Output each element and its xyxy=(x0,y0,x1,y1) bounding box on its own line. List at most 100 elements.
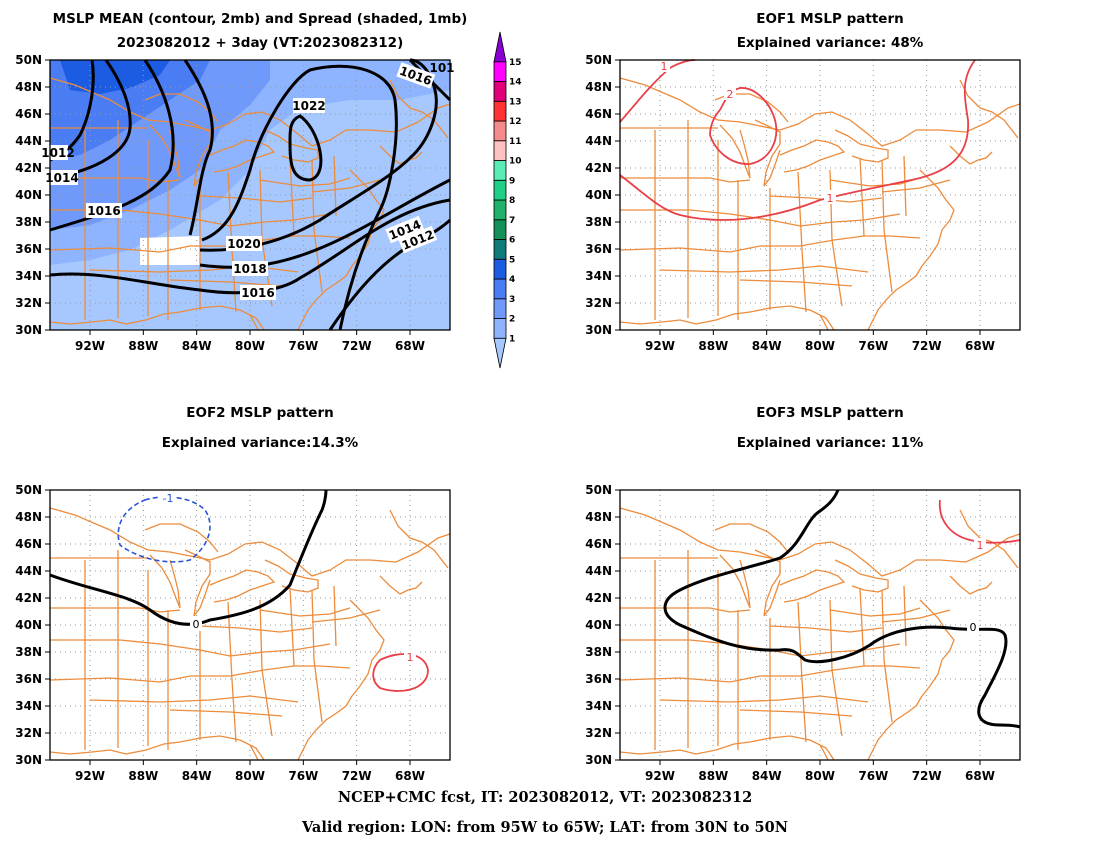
y-tick-label: 44N xyxy=(15,564,42,578)
contour-label-101-ne: 101 xyxy=(429,61,454,75)
colorbar-top-triangle xyxy=(493,31,507,63)
y-tick-label: 36N xyxy=(15,672,42,686)
x-tick-label: 68W xyxy=(395,339,425,353)
x-tick-label: 76W xyxy=(288,769,318,783)
y-tick-label: 46N xyxy=(15,107,42,121)
y-tick-label: 46N xyxy=(585,537,612,551)
colorbar-swatch xyxy=(493,219,507,240)
y-tick-label: 42N xyxy=(15,161,42,175)
panel4-title-line1: EOF3 MSLP pattern xyxy=(756,405,903,421)
x-tick-label: 88W xyxy=(698,769,728,783)
y-tick-label: 42N xyxy=(585,591,612,605)
y-tick-label: 40N xyxy=(585,618,612,632)
eof1-contour-labels: 2 1 1 xyxy=(658,60,836,205)
y-tick-label: 50N xyxy=(585,483,612,497)
y-tick-label: 36N xyxy=(585,672,612,686)
contour-label-1014-w: 1014 xyxy=(45,171,78,185)
footer-forecast-info: NCEP+CMC fcst, IT: 2023082012, VT: 20230… xyxy=(338,789,752,806)
eof3-contour-labels: 0 1 xyxy=(967,538,986,634)
mslp-contour-labels: 1022 1016 1014 1012 1016 1020 1018 1016 … xyxy=(41,61,455,300)
eof2-negative-contour xyxy=(117,496,211,563)
colorbar-label: 12 xyxy=(509,117,522,127)
y-tick-label: 30N xyxy=(15,323,42,337)
colorbar-swatch xyxy=(493,258,507,280)
colorbar-swatch xyxy=(493,100,507,122)
y-tick-label: 32N xyxy=(15,296,42,310)
x-tick-label: 92W xyxy=(75,769,105,783)
x-tick-label: 76W xyxy=(288,339,318,353)
colorbar-swatch xyxy=(493,278,507,300)
contour-label-1018: 1018 xyxy=(233,262,266,276)
eof1-contours xyxy=(619,59,976,221)
y-tick-label: 38N xyxy=(585,215,612,229)
colorbar-swatch xyxy=(493,140,507,161)
eof2-zero-line xyxy=(49,489,328,626)
colorbar-swatch xyxy=(493,160,507,181)
y-tick-label: 40N xyxy=(15,618,42,632)
x-tick-label: 72W xyxy=(912,339,942,353)
contour-label-1012-w: 1012 xyxy=(41,146,74,160)
y-tick-label: 44N xyxy=(15,134,42,148)
eof3-zero-line xyxy=(663,489,1021,729)
x-tick-label: 88W xyxy=(128,339,158,353)
y-tick-label: 46N xyxy=(15,537,42,551)
panel-eof1: EOF1 MSLP pattern Explained variance: 48… xyxy=(585,11,1021,353)
x-tick-label: 72W xyxy=(912,769,942,783)
x-tick-label: 80W xyxy=(805,339,835,353)
colorbar-label: 9 xyxy=(509,176,515,186)
x-tick-label: 68W xyxy=(965,339,995,353)
panel3-axes: 92W 88W 84W 80W 76W 72W 68W 30N 32N 34N 36N 38N 40N 4… xyxy=(15,483,425,783)
panel1-axes: 92W 88W 84W 80W 76W 72W 68W 30N 32N 34N 36N 38N 40N 4… xyxy=(15,53,425,353)
colorbar-label: 5 xyxy=(509,255,515,265)
y-tick-label: 40N xyxy=(15,188,42,202)
colorbar-label: 7 xyxy=(509,216,515,226)
panel1-title-line1: MSLP MEAN (contour, 2mb) and Spread (sha… xyxy=(53,11,468,27)
x-tick-label: 68W xyxy=(965,769,995,783)
colorbar-swatch xyxy=(493,120,507,142)
colorbar-swatch xyxy=(493,179,507,201)
contour-label-1016-w: 1016 xyxy=(87,204,120,218)
colorbar-swatch xyxy=(493,239,507,260)
y-tick-label: 32N xyxy=(585,296,612,310)
eof2-label-0: 0 xyxy=(193,618,200,631)
x-tick-label: 76W xyxy=(858,769,888,783)
panel-eof2: EOF2 MSLP pattern Explained variance:14.… xyxy=(15,405,451,783)
x-tick-label: 80W xyxy=(235,339,265,353)
y-tick-label: 48N xyxy=(15,80,42,94)
eof2-positive-contour xyxy=(372,653,429,692)
panel2-title-line1: EOF1 MSLP pattern xyxy=(756,11,903,27)
colorbar-bottom-triangle xyxy=(493,337,507,369)
panel3-plot-area: 0 -1 1 xyxy=(49,489,451,761)
x-tick-label: 88W xyxy=(128,769,158,783)
panel2-plot-area: 2 1 1 xyxy=(619,59,1021,331)
eof1-label-1-center: 1 xyxy=(827,192,834,205)
x-tick-label: 80W xyxy=(235,769,265,783)
y-tick-label: 30N xyxy=(585,753,612,767)
x-tick-label: 84W xyxy=(182,769,212,783)
y-tick-label: 48N xyxy=(585,80,612,94)
panel-eof3: EOF3 MSLP pattern Explained variance: 11… xyxy=(585,405,1021,783)
y-tick-label: 42N xyxy=(585,161,612,175)
y-tick-label: 34N xyxy=(15,269,42,283)
eof1-label-1-nw: 1 xyxy=(661,60,668,73)
x-tick-label: 92W xyxy=(645,339,675,353)
eof2-label-neg1: -1 xyxy=(163,492,174,505)
eof2-contour-labels: 0 -1 1 xyxy=(160,492,416,664)
y-tick-label: 30N xyxy=(15,753,42,767)
colorbar-label: 2 xyxy=(509,315,515,325)
x-tick-label: 72W xyxy=(342,769,372,783)
colorbar-label: 4 xyxy=(509,275,515,285)
panel2-title-line2: Explained variance: 48% xyxy=(737,35,924,51)
eof3-contours xyxy=(663,489,1021,729)
contour-label-1016-s: 1016 xyxy=(241,286,274,300)
colorbar-swatch xyxy=(493,199,507,221)
footer-valid-region: Valid region: LON: from 95W to 65W; LAT:… xyxy=(301,819,788,836)
panel3-title-line1: EOF2 MSLP pattern xyxy=(186,405,333,421)
x-tick-label: 84W xyxy=(752,339,782,353)
eof3-positive-contour xyxy=(938,499,1021,544)
y-tick-label: 34N xyxy=(15,699,42,713)
panel3-title-line2: Explained variance:14.3% xyxy=(162,435,359,451)
y-tick-label: 48N xyxy=(15,510,42,524)
panel1-plot-area: 1022 1016 1014 1012 1016 1020 1018 1016 … xyxy=(41,58,455,331)
